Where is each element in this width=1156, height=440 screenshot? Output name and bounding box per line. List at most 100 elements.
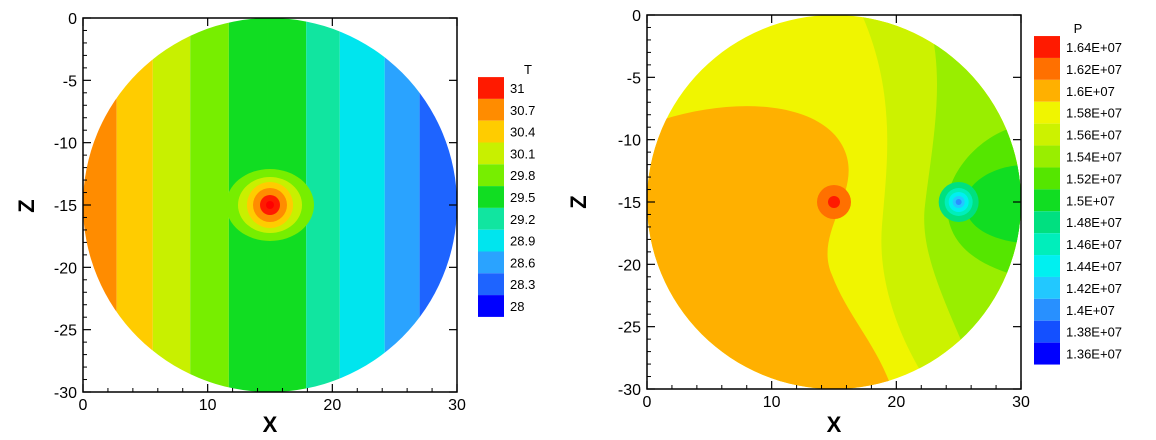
legend-label: 30.7: [510, 103, 535, 118]
legend-label: 28.6: [510, 255, 535, 270]
legend-swatch: [1034, 255, 1060, 277]
legend-swatch: [478, 186, 504, 208]
y-tick-label: -15: [618, 195, 641, 212]
legend-swatch: [1034, 233, 1060, 256]
x-tick-label: 20: [323, 397, 341, 414]
legend-label: 1.5E+07: [1066, 193, 1115, 208]
injection-well-marker: [266, 201, 274, 209]
legend-right: 1.64E+07 1.62E+07 1.6E+07 1.58E+07 1.56E+07 1…: [1034, 36, 1122, 365]
production-well-ring: [955, 199, 962, 205]
y-tick-label: -20: [54, 260, 77, 277]
legend-label: 28.3: [510, 277, 535, 292]
temperature-panel: 0 10 20 30 0-5-10-15-20-25-30 X Z T 3130.73…: [14, 11, 535, 437]
y-tick-label: -25: [618, 320, 641, 337]
y-axis-label-right: Z: [566, 195, 591, 208]
legend-swatch: [1034, 101, 1060, 124]
legend-title-left: T: [524, 62, 532, 77]
pressure-zone: [647, 106, 892, 389]
y-axis-label-left: Z: [14, 199, 39, 212]
x-axis-ticks-left: 0 10 20 30: [79, 18, 466, 414]
legend-label: 29.2: [510, 212, 535, 227]
legend-swatch: [1034, 276, 1060, 299]
temperature-band: [116, 18, 153, 392]
x-tick-label: 0: [79, 397, 88, 414]
y-axis-ticks-right: 0 -5 -10 -15 -20 -25 -30: [618, 8, 1021, 399]
pressure-field: [647, 15, 1021, 389]
y-axis-ticks-left: 0 -5 -10 -15 -20 -25 -30: [54, 11, 457, 402]
legend-label: 28.9: [510, 234, 535, 249]
x-tick-label: 10: [763, 394, 781, 411]
legend-label: 29.5: [510, 190, 535, 205]
x-axis-label-left: X: [263, 412, 278, 437]
pressure-panel: 0 10 20 30 0 -5 -10 -15 -20 -25 -30 X Z P 1.64E+0…: [566, 8, 1122, 437]
legend-label: 1.36E+07: [1066, 347, 1122, 362]
x-tick-label: 30: [448, 397, 466, 414]
y-tick-label: -5: [627, 70, 641, 87]
legend-label: 1.46E+07: [1066, 237, 1122, 252]
legend-label: 1.6E+07: [1066, 84, 1115, 99]
legend-label: 1.58E+07: [1066, 106, 1122, 121]
legend-label: 1.56E+07: [1066, 128, 1122, 143]
legend-swatch: [478, 251, 504, 274]
legend-label: 1.44E+07: [1066, 259, 1122, 274]
legend-left: 31 30.7 30.4 30.1 29.8 29.5 29.2 28.9 28.6 28.3 28: [478, 77, 535, 317]
legend-swatch: [478, 77, 504, 99]
x-axis-ticks-right: 0 10 20 30: [643, 15, 1030, 411]
legend-title-right: P: [1074, 21, 1083, 36]
legend-swatch: [478, 98, 504, 121]
y-tick-label: -30: [54, 385, 77, 402]
legend-label: 1.42E+07: [1066, 281, 1122, 296]
y-tick-label: -15: [54, 198, 77, 215]
legend-label: 30.1: [510, 146, 535, 161]
injection-well-core: [828, 196, 840, 208]
legend-swatch: [478, 229, 504, 252]
legend-label: 28: [510, 299, 524, 314]
legend-swatch: [1034, 167, 1060, 190]
legend-label: 1.52E+07: [1066, 171, 1122, 186]
legend-swatch: [478, 164, 504, 187]
legend-swatch: [1034, 145, 1060, 168]
legend-swatch: [1034, 211, 1060, 234]
y-tick-label: -25: [54, 323, 77, 340]
temperature-band: [339, 18, 385, 392]
y-tick-label: -5: [63, 73, 77, 90]
pressure-zone: [965, 165, 1021, 243]
legend-swatch: [1034, 320, 1060, 343]
y-tick-label: -30: [618, 382, 641, 399]
legend-swatch: [478, 120, 504, 143]
legend-label: 1.48E+07: [1066, 215, 1122, 230]
legend-label: 1.54E+07: [1066, 150, 1122, 165]
y-tick-label: -20: [618, 257, 641, 274]
legend-swatch: [478, 142, 504, 165]
legend-swatch: [1034, 123, 1060, 146]
y-tick-label: -10: [618, 133, 641, 150]
legend-swatch: [478, 207, 504, 230]
y-tick-label: 0: [68, 11, 77, 28]
legend-label: 1.4E+07: [1066, 303, 1115, 318]
legend-swatch: [1034, 79, 1060, 102]
legend-swatch: [1034, 342, 1060, 365]
y-tick-label: 0: [632, 8, 641, 25]
legend-label: 1.62E+07: [1066, 62, 1122, 77]
legend-label: 31: [510, 81, 524, 96]
x-tick-label: 30: [1012, 394, 1030, 411]
temperature-band: [384, 18, 420, 392]
legend-swatch: [1034, 57, 1060, 80]
legend-label: 1.38E+07: [1066, 325, 1122, 340]
legend-label: 30.4: [510, 125, 535, 140]
legend-swatch: [1034, 36, 1060, 58]
legend-label: 1.64E+07: [1066, 40, 1122, 55]
x-tick-label: 0: [643, 394, 652, 411]
temperature-band: [152, 18, 191, 392]
x-tick-label: 20: [887, 394, 905, 411]
y-tick-label: -10: [54, 136, 77, 153]
legend-label: 29.8: [510, 168, 535, 183]
temperature-band: [190, 18, 229, 392]
legend-swatch: [478, 295, 504, 317]
x-axis-label-right: X: [827, 412, 842, 437]
legend-swatch: [1034, 189, 1060, 212]
legend-swatch: [478, 273, 504, 296]
legend-swatch: [1034, 298, 1060, 321]
temperature-field: [83, 18, 457, 392]
